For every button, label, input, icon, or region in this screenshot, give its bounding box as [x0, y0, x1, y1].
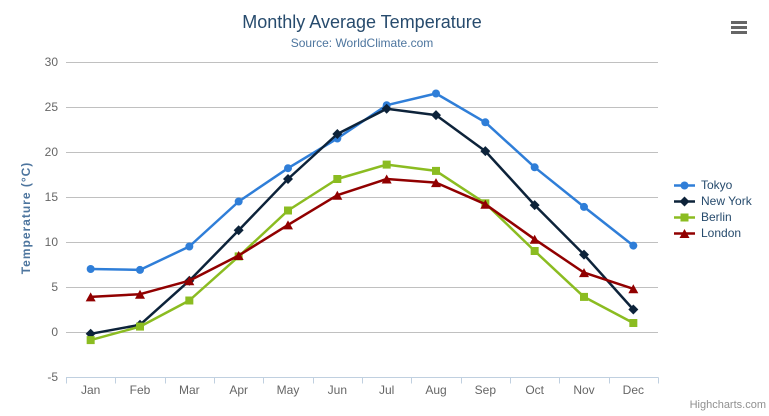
- hamburger-menu-icon[interactable]: [731, 21, 747, 34]
- series-marker-berlin[interactable]: [284, 206, 292, 215]
- legend-marker-berlin: [674, 213, 695, 221]
- x-axis-label: Jul: [379, 383, 394, 397]
- series-marker-tokyo[interactable]: [234, 197, 243, 206]
- x-axis-label: Aug: [425, 383, 446, 397]
- series-line-tokyo[interactable]: [89, 92, 635, 272]
- legend-item-new-york[interactable]: New York: [674, 193, 752, 209]
- menu-bar: [731, 21, 747, 24]
- x-axis-label: Apr: [229, 383, 248, 397]
- legend-marker-new-york: [674, 196, 695, 206]
- series-marker-london[interactable]: [381, 174, 392, 184]
- x-axis-label: Feb: [130, 383, 151, 397]
- series-marker-tokyo[interactable]: [185, 242, 194, 251]
- x-axis-label: Sep: [475, 383, 497, 397]
- legend-marker-symbol-london[interactable]: [679, 228, 690, 238]
- series-london: [85, 174, 639, 302]
- menu-bar: [731, 31, 747, 34]
- series-marker-london[interactable]: [283, 220, 293, 230]
- legend-marker-symbol-new-york[interactable]: [679, 196, 690, 206]
- y-axis-label: 5: [51, 280, 58, 294]
- series-marker-berlin[interactable]: [530, 247, 539, 255]
- x-axis-label: Jan: [81, 383, 100, 397]
- legend-marker-london: [674, 228, 695, 238]
- legend-marker-tokyo: [674, 181, 695, 189]
- series-marker-berlin[interactable]: [432, 166, 440, 175]
- series-marker-london[interactable]: [480, 199, 491, 209]
- series-line-berlin[interactable]: [89, 163, 635, 342]
- series-marker-berlin[interactable]: [136, 322, 144, 331]
- series-marker-tokyo[interactable]: [530, 163, 539, 172]
- series-marker-new-york[interactable]: [579, 249, 589, 260]
- series-marker-new-york[interactable]: [628, 304, 639, 315]
- series-marker-london[interactable]: [332, 190, 343, 200]
- series-marker-tokyo[interactable]: [284, 164, 292, 173]
- series-marker-london[interactable]: [579, 268, 589, 278]
- menu-bar: [731, 26, 747, 29]
- series-line-new-york[interactable]: [89, 107, 635, 336]
- series-marker-tokyo[interactable]: [136, 265, 144, 274]
- legend-label: New York: [701, 194, 752, 208]
- y-axis-label: 25: [45, 100, 59, 114]
- series-new-york: [85, 103, 639, 339]
- legend-item-berlin[interactable]: Berlin: [674, 209, 752, 225]
- y-axis-label: 10: [45, 235, 59, 249]
- series-marker-new-york[interactable]: [233, 225, 244, 236]
- legend-item-london[interactable]: London: [674, 225, 752, 241]
- y-axis-title: Temperature (°C): [19, 161, 33, 275]
- series-marker-berlin[interactable]: [86, 336, 95, 345]
- series-marker-berlin[interactable]: [629, 319, 638, 327]
- chart-title: Monthly Average Temperature: [242, 12, 482, 32]
- series-marker-new-york[interactable]: [431, 110, 441, 121]
- y-axis-label: 15: [45, 190, 59, 204]
- series-marker-london[interactable]: [184, 276, 195, 286]
- series-marker-tokyo[interactable]: [580, 202, 588, 211]
- legend-label: London: [701, 226, 742, 240]
- series-line-london[interactable]: [89, 177, 635, 299]
- series-marker-berlin[interactable]: [333, 175, 342, 183]
- series-marker-berlin[interactable]: [580, 292, 588, 301]
- x-axis-label: Dec: [623, 383, 644, 397]
- legend-item-tokyo[interactable]: Tokyo: [674, 177, 752, 193]
- x-axis-label: Oct: [525, 383, 544, 397]
- highcharts-credit[interactable]: Highcharts.com: [689, 399, 766, 411]
- series-marker-berlin[interactable]: [382, 160, 391, 169]
- series-marker-berlin[interactable]: [185, 296, 194, 305]
- series-marker-new-york[interactable]: [529, 200, 540, 211]
- series-marker-london[interactable]: [628, 284, 639, 294]
- series-marker-tokyo[interactable]: [481, 118, 490, 127]
- series-marker-tokyo[interactable]: [629, 241, 638, 250]
- x-axis-label: Jun: [328, 383, 347, 397]
- series-marker-tokyo[interactable]: [432, 89, 440, 98]
- legend-marker-symbol-berlin[interactable]: [680, 213, 689, 221]
- series-marker-new-york[interactable]: [381, 103, 392, 114]
- series-marker-london[interactable]: [233, 251, 244, 260]
- y-axis-label: 0: [51, 325, 58, 339]
- legend-marker-symbol-tokyo[interactable]: [680, 181, 689, 189]
- y-axis-label: 30: [45, 55, 59, 69]
- chart-subtitle: Source: WorldClimate.com: [290, 36, 434, 50]
- series-marker-new-york[interactable]: [332, 129, 343, 139]
- series-marker-london[interactable]: [431, 178, 441, 188]
- series-marker-london[interactable]: [135, 289, 145, 299]
- series-marker-new-york[interactable]: [480, 146, 491, 157]
- legend-label: Tokyo: [701, 178, 733, 192]
- series-marker-london[interactable]: [529, 234, 540, 244]
- x-axis-label: Nov: [573, 383, 594, 397]
- y-axis-label: -5: [47, 370, 58, 384]
- legend: Tokyo New York Berlin London: [674, 177, 752, 241]
- series-marker-london[interactable]: [85, 292, 96, 302]
- x-axis-label: Mar: [179, 383, 200, 397]
- legend-label: Berlin: [701, 210, 732, 224]
- x-axis-label: May: [277, 383, 300, 397]
- series-tokyo: [86, 89, 638, 274]
- series-marker-new-york[interactable]: [283, 174, 293, 184]
- series-marker-tokyo[interactable]: [86, 265, 95, 273]
- y-axis-label: 20: [45, 145, 59, 159]
